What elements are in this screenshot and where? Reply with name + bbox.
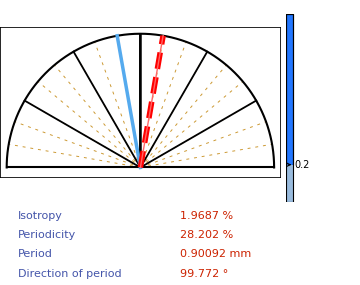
Text: Periodicity: Periodicity bbox=[18, 230, 76, 240]
Text: 0.2: 0.2 bbox=[295, 160, 310, 170]
Text: 28.202 %: 28.202 % bbox=[180, 230, 233, 240]
Bar bbox=[286, 14, 293, 165]
Bar bbox=[286, 14, 293, 202]
Text: 1.9687 %: 1.9687 % bbox=[180, 211, 233, 221]
Text: Isotropy: Isotropy bbox=[18, 211, 63, 221]
Bar bbox=[286, 165, 293, 202]
Text: 0.90092 mm: 0.90092 mm bbox=[180, 249, 251, 259]
Text: 99.772 °: 99.772 ° bbox=[180, 269, 228, 279]
Text: Direction of period: Direction of period bbox=[18, 269, 122, 279]
Text: Period: Period bbox=[18, 249, 53, 259]
